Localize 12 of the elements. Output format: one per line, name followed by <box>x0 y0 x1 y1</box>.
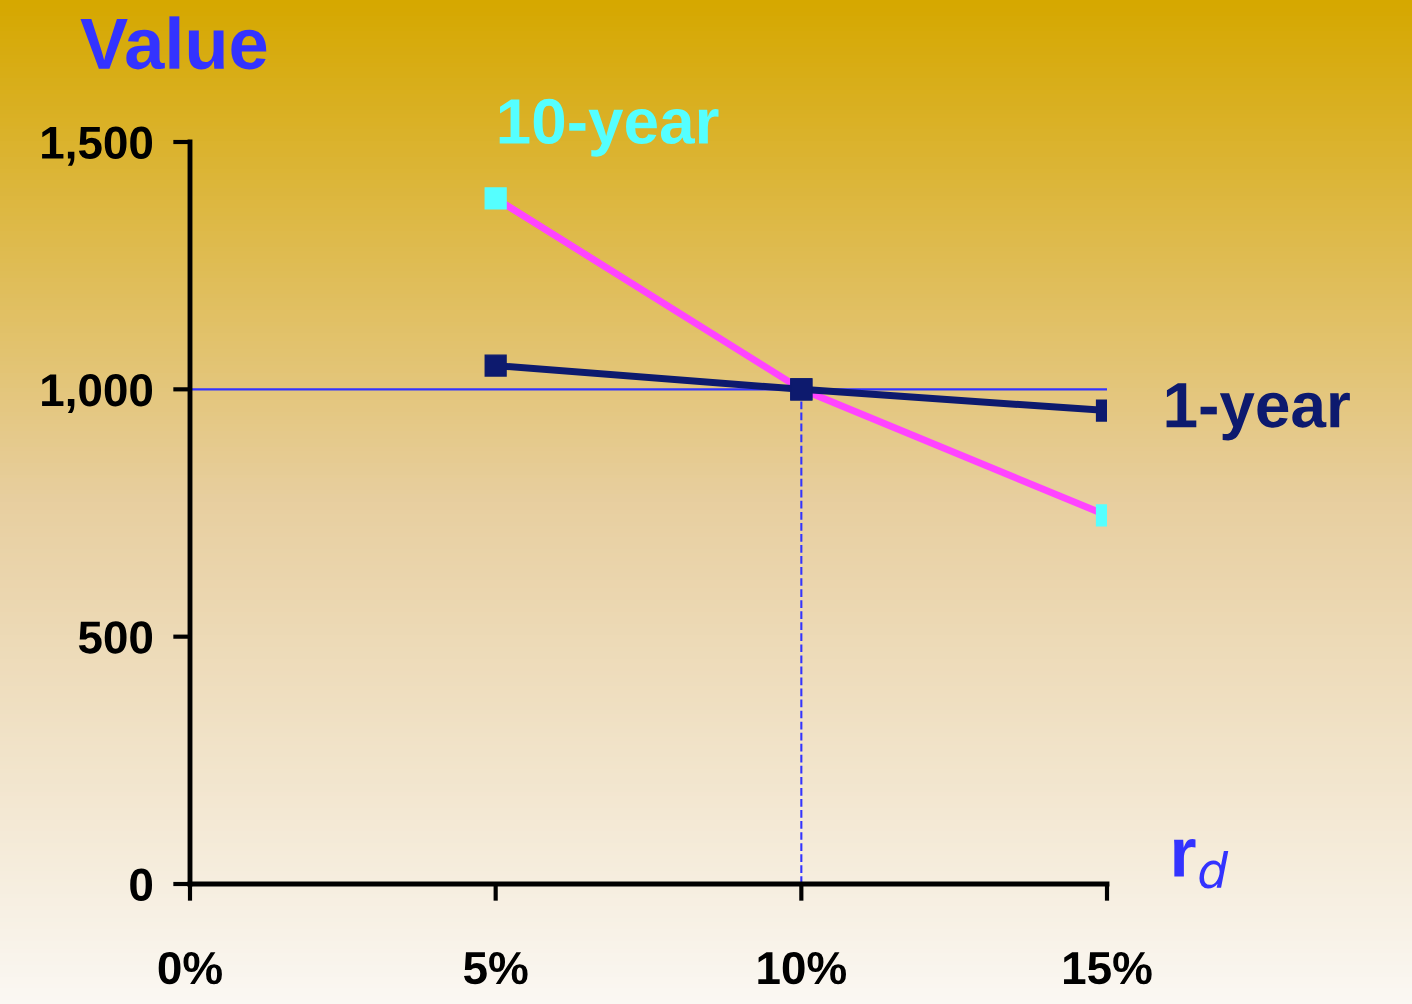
x-tick-label: 0% <box>158 951 222 985</box>
series-label: 1-year <box>1166 383 1350 441</box>
y-axis-title: Value <box>80 16 267 70</box>
x-tick-label: 10% <box>758 951 846 985</box>
x-tick-label: 15% <box>1064 951 1152 985</box>
y-tick-label: 0 <box>130 868 153 902</box>
y-tick-label: 500 <box>78 621 153 654</box>
y-tick-label: 1,500 <box>42 126 153 166</box>
series-label: 10-year <box>499 98 719 157</box>
y-tick-label: 1,000 <box>42 373 153 414</box>
x-tick-label: 5% <box>463 951 528 985</box>
x-axis-title: r$_{d}$ <box>1174 839 1229 889</box>
